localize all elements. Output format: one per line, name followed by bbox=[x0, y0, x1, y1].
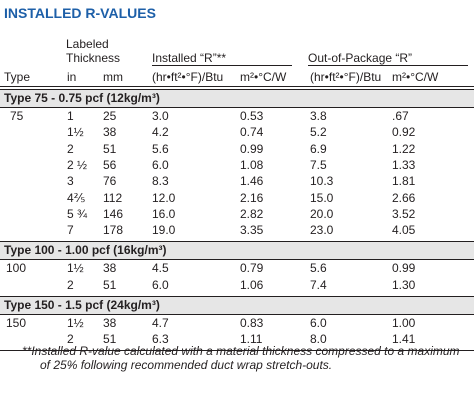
cell: 1½ bbox=[67, 316, 84, 330]
cell: 12.0 bbox=[152, 190, 176, 205]
column-header: (hr•ft²•°F)/Btu bbox=[152, 70, 224, 84]
section-heading: Type 150 - 1.5 pcf (24kg/m³) bbox=[4, 298, 160, 312]
cell: .67 bbox=[392, 109, 409, 123]
footnote: **Installed R-value calculated with a ma… bbox=[22, 344, 460, 372]
type-cell: 75 bbox=[10, 109, 24, 123]
cell: 20.0 bbox=[310, 206, 334, 221]
cell: 23.0 bbox=[310, 223, 334, 238]
cell: 51 bbox=[103, 277, 117, 292]
cell: 2 ½ bbox=[67, 157, 88, 172]
cell: 15.0 bbox=[310, 190, 334, 205]
cell: 8.3 bbox=[152, 174, 169, 189]
out-group: Out-of-Package “R” bbox=[308, 51, 468, 66]
cell: 76 bbox=[103, 174, 117, 189]
cell: 2.16 bbox=[240, 190, 264, 205]
cell: 146 bbox=[103, 206, 124, 221]
cell: 1.46 bbox=[240, 174, 264, 189]
column-header: m²•°C/W bbox=[392, 70, 439, 84]
cell: 1.08 bbox=[240, 157, 264, 172]
cell: 3.0 bbox=[152, 109, 169, 123]
cell: 2 bbox=[67, 141, 74, 156]
cell: 0.74 bbox=[240, 125, 264, 140]
cell: 5.6 bbox=[310, 261, 327, 276]
title: INSTALLED R-VALUES bbox=[4, 5, 156, 21]
cell: 19.0 bbox=[152, 223, 176, 238]
column-header: Type bbox=[4, 70, 31, 84]
column-header: in bbox=[67, 70, 77, 84]
cell: 4.2 bbox=[152, 125, 169, 140]
cell: 7.5 bbox=[310, 157, 327, 172]
cell: 2.66 bbox=[392, 190, 416, 205]
cell: 4.05 bbox=[392, 223, 416, 238]
cell: 0.83 bbox=[240, 316, 264, 330]
cell: 51 bbox=[103, 332, 117, 347]
cell: 6.3 bbox=[152, 332, 169, 347]
cell: 1.22 bbox=[392, 141, 416, 156]
cell: 2.82 bbox=[240, 206, 264, 221]
cell: 0.79 bbox=[240, 261, 264, 276]
section-heading: Type 100 - 1.00 pcf (16kg/m³) bbox=[4, 243, 167, 258]
cell: 1.11 bbox=[240, 332, 263, 347]
cell: 112 bbox=[103, 190, 123, 205]
cell: 5.6 bbox=[152, 141, 169, 156]
cell: 3.52 bbox=[392, 206, 416, 221]
type-cell: 100 bbox=[6, 261, 27, 276]
section-band: Type 75 - 0.75 pcf (12kg/m³) bbox=[0, 89, 474, 108]
type-cell: 150 bbox=[6, 316, 27, 330]
section-heading: Type 75 - 0.75 pcf (12kg/m³) bbox=[4, 91, 160, 105]
column-header: mm bbox=[103, 70, 123, 84]
cell: 0.53 bbox=[240, 109, 264, 123]
cell: 56 bbox=[103, 157, 117, 172]
cell: 1½ bbox=[67, 261, 84, 276]
cell: 8.0 bbox=[310, 332, 327, 347]
cell: 4.5 bbox=[152, 261, 169, 276]
cell: 38 bbox=[103, 316, 117, 330]
cell: 6.9 bbox=[310, 141, 327, 156]
column-header: m²•°C/W bbox=[240, 70, 287, 84]
section-band: Type 150 - 1.5 pcf (24kg/m³) bbox=[0, 296, 474, 315]
column-header: (hr•ft²•°F)/Btu bbox=[310, 70, 382, 84]
cell: 2 bbox=[67, 332, 74, 347]
section-band: Type 100 - 1.00 pcf (16kg/m³) bbox=[0, 241, 474, 261]
thickness-group: Labeled Thickness bbox=[66, 37, 121, 65]
cell: 51 bbox=[103, 141, 117, 156]
cell: 1.00 bbox=[392, 316, 416, 330]
cell: 7 bbox=[67, 223, 74, 238]
cell: 38 bbox=[103, 261, 117, 276]
cell: 3.8 bbox=[310, 109, 327, 123]
cell: 1.30 bbox=[392, 277, 416, 292]
cell: 1.81 bbox=[392, 174, 416, 189]
cell: 0.92 bbox=[392, 125, 416, 140]
cell: 16.0 bbox=[152, 206, 176, 221]
cell: 6.0 bbox=[152, 277, 169, 292]
cell: 1.41 bbox=[392, 332, 416, 347]
cell: 1 bbox=[67, 109, 74, 123]
cell: 1.06 bbox=[240, 277, 264, 292]
installed-group: Installed “R”** bbox=[152, 51, 292, 66]
cell: 178 bbox=[103, 223, 124, 238]
cell: 2 bbox=[67, 277, 74, 292]
cell: 6.0 bbox=[152, 157, 169, 172]
cell: 6.0 bbox=[310, 316, 327, 330]
cell: 38 bbox=[103, 125, 117, 140]
cell: 0.99 bbox=[240, 141, 264, 156]
cell: 4.7 bbox=[152, 316, 169, 330]
rule bbox=[0, 349, 474, 351]
cell: 10.3 bbox=[310, 174, 334, 189]
cell: 4⅖ bbox=[67, 190, 86, 205]
cell: 1½ bbox=[67, 125, 84, 140]
rule bbox=[0, 86, 474, 87]
cell: 25 bbox=[103, 109, 117, 123]
cell: 0.99 bbox=[392, 261, 416, 276]
cell: 3 bbox=[67, 174, 74, 189]
cell: 1.33 bbox=[392, 157, 416, 172]
cell: 3.35 bbox=[240, 223, 264, 238]
cell: 5.2 bbox=[310, 125, 327, 140]
cell: 7.4 bbox=[310, 277, 327, 292]
cell: 5 ¾ bbox=[67, 206, 88, 221]
